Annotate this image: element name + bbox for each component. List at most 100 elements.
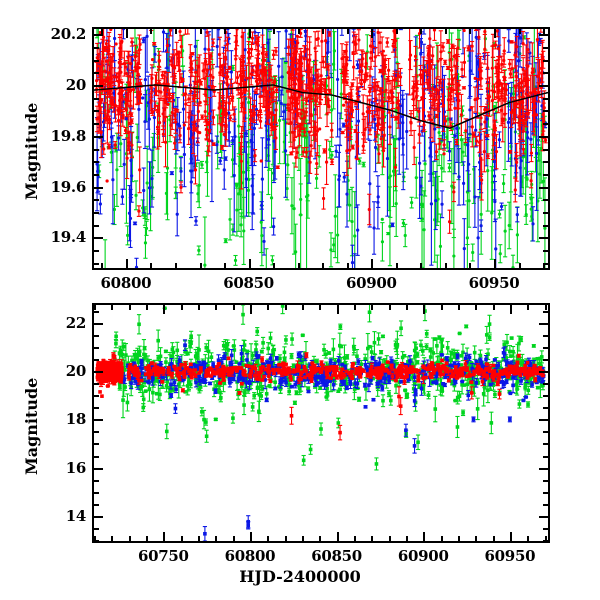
data-point-blue bbox=[165, 66, 169, 70]
data-point-red bbox=[521, 41, 525, 46]
data-point-red bbox=[189, 89, 193, 93]
data-point-red bbox=[374, 135, 378, 139]
data-point-green bbox=[259, 220, 263, 224]
data-point-red bbox=[422, 91, 426, 96]
data-point-red bbox=[308, 160, 312, 164]
data-point-green bbox=[348, 203, 352, 207]
data-point-red bbox=[247, 76, 251, 80]
data-point-red bbox=[196, 109, 200, 114]
data-point-blue bbox=[372, 226, 376, 230]
data-point-red bbox=[157, 89, 161, 93]
data-point-green bbox=[362, 162, 366, 167]
data-point-red bbox=[348, 114, 352, 118]
data-point-blue bbox=[260, 203, 264, 207]
data-point-red bbox=[184, 102, 188, 106]
data-point-blue bbox=[223, 157, 228, 161]
data-point-green bbox=[196, 192, 200, 196]
data-point-red bbox=[210, 85, 214, 90]
data-point-red bbox=[217, 52, 222, 57]
data-point-red bbox=[264, 52, 268, 57]
data-point-red bbox=[502, 86, 506, 91]
data-point-green bbox=[330, 153, 334, 157]
data-point-red bbox=[543, 138, 548, 142]
data-point-red bbox=[309, 113, 313, 117]
data-point-red bbox=[443, 119, 448, 123]
data-point-green bbox=[492, 104, 497, 109]
data-point-red bbox=[490, 66, 494, 70]
data-point-red bbox=[429, 94, 433, 98]
data-point-red bbox=[387, 68, 391, 72]
data-point-red bbox=[380, 127, 384, 131]
data-point-green bbox=[524, 166, 528, 170]
data-point-green bbox=[530, 182, 534, 187]
data-point-red bbox=[295, 107, 299, 111]
data-point-blue bbox=[453, 134, 457, 138]
data-point-red bbox=[521, 129, 525, 133]
data-point-green bbox=[538, 172, 542, 176]
data-point-red bbox=[176, 56, 180, 60]
data-point-blue bbox=[134, 265, 139, 268]
data-point-red bbox=[251, 68, 255, 73]
data-point-green bbox=[543, 226, 547, 230]
data-point-red bbox=[223, 55, 228, 59]
data-point-blue bbox=[266, 137, 271, 141]
data-point-red bbox=[535, 38, 540, 42]
data-point-red bbox=[442, 152, 446, 156]
data-point-red bbox=[470, 44, 474, 48]
data-point-blue bbox=[518, 36, 522, 40]
data-point-blue bbox=[373, 117, 377, 121]
data-point-red bbox=[324, 160, 329, 164]
data-point-blue bbox=[120, 195, 125, 199]
data-point-red bbox=[345, 149, 349, 153]
data-point-red bbox=[524, 92, 528, 96]
data-point-red bbox=[170, 110, 174, 115]
data-point-red bbox=[178, 133, 182, 138]
data-point-red bbox=[131, 88, 136, 92]
data-point-red bbox=[534, 113, 539, 117]
data-point-red bbox=[165, 44, 170, 48]
data-point-blue bbox=[272, 139, 276, 143]
data-point-red bbox=[120, 89, 124, 93]
data-point-green bbox=[459, 138, 463, 142]
data-point-green bbox=[515, 233, 519, 237]
data-point-green bbox=[290, 204, 294, 208]
data-point-red bbox=[206, 149, 210, 153]
data-point-green bbox=[498, 252, 502, 256]
data-point-green bbox=[200, 163, 204, 167]
data-series-red bbox=[94, 29, 548, 234]
data-point-blue bbox=[418, 161, 422, 165]
data-point-green bbox=[115, 168, 119, 172]
data-point-red bbox=[318, 90, 322, 94]
data-point-red bbox=[211, 115, 215, 119]
data-point-green bbox=[410, 201, 414, 205]
data-point-red bbox=[529, 179, 533, 183]
data-point-red bbox=[239, 146, 243, 151]
data-point-green bbox=[450, 127, 455, 131]
data-point-red bbox=[427, 78, 431, 82]
data-point-red bbox=[417, 32, 422, 36]
data-point-red bbox=[501, 117, 505, 121]
data-point-red bbox=[424, 70, 428, 74]
data-point-green bbox=[224, 239, 228, 243]
data-point-red bbox=[367, 105, 371, 109]
data-point-red bbox=[211, 41, 215, 45]
data-point-green bbox=[242, 229, 246, 233]
data-point-green bbox=[388, 174, 392, 178]
data-point-red bbox=[195, 80, 200, 84]
data-point-red bbox=[138, 168, 142, 172]
data-point-green bbox=[143, 214, 147, 218]
data-point-blue bbox=[272, 225, 276, 229]
data-point-blue bbox=[368, 182, 372, 186]
data-point-green bbox=[507, 223, 511, 228]
data-point-red bbox=[462, 86, 466, 90]
data-point-red bbox=[460, 67, 464, 71]
data-point-blue bbox=[335, 77, 340, 82]
data-point-blue bbox=[262, 239, 266, 244]
data-point-green bbox=[386, 231, 390, 236]
data-point-red bbox=[526, 94, 530, 98]
data-point-red bbox=[109, 29, 113, 32]
data-point-green bbox=[231, 66, 235, 70]
top-plot-panel bbox=[92, 27, 550, 270]
data-point-blue bbox=[253, 30, 257, 34]
